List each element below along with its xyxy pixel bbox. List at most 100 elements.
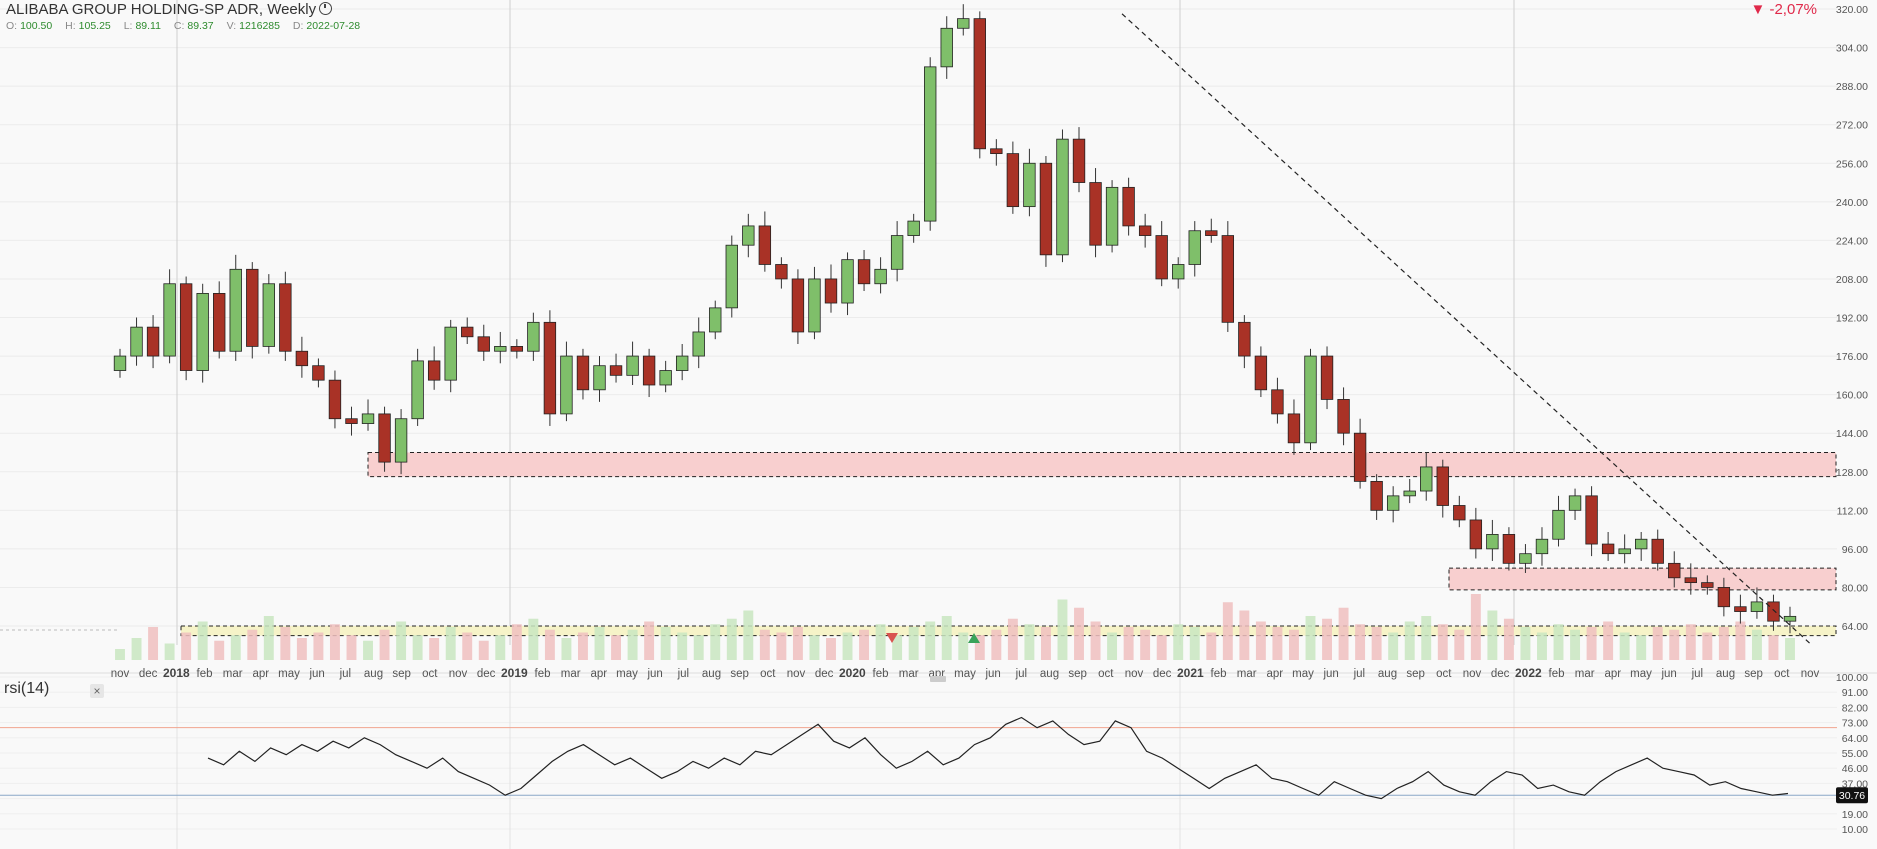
candle-body [1701,582,1714,588]
x-axis-label: aug [1716,668,1735,680]
candle [890,221,904,282]
volume-bar [1255,621,1266,660]
x-axis-label: nov [1125,668,1144,680]
x-axis-label: oct [422,668,438,680]
x-axis-label: oct [760,668,776,680]
volume-bar [842,632,853,660]
rsi-axis-label: 10.00 [1842,824,1868,836]
x-axis-label: jun [308,668,324,680]
candle-body [1519,553,1532,564]
volume-bar [313,632,324,660]
volume-bar [1636,635,1647,660]
candle-body [1734,606,1747,612]
candle-body [1039,162,1053,256]
candle-body [1105,186,1119,246]
candle [874,257,887,294]
x-axis-label: sep [392,668,411,680]
x-axis-label: jun [646,668,662,680]
rsi-axis-label: 19.00 [1842,809,1868,821]
candle [675,344,689,381]
candle-body [1122,186,1135,227]
candle [279,271,292,361]
volume-bar [677,632,688,660]
candle-body [229,268,242,352]
candle [659,360,672,393]
x-axis-label: mar [223,668,243,680]
ohlc-open-value: 100.50 [20,20,53,32]
candle [1221,221,1235,332]
volume-bar [1371,627,1382,660]
candle [527,312,540,361]
candle-body [1370,480,1383,511]
candle [692,317,705,369]
candle [791,269,805,345]
rsi-axis-label: 55.00 [1842,748,1868,760]
candle [1386,486,1400,523]
candle-body [295,350,309,367]
volume-bar [197,621,208,660]
ohlc-close-value: 89.37 [187,20,214,32]
x-axis-label: jun [1322,668,1338,680]
candle [229,254,242,361]
candle-body [1552,509,1565,540]
close-rsi-button[interactable]: × [90,684,104,698]
x-axis-label: dec [477,668,496,680]
candle-body [874,268,887,285]
candle-body [361,413,375,424]
x-axis-label: 2019 [501,666,528,680]
x-axis-label: sep [1744,668,1763,680]
candle-body [494,346,507,352]
candle-body [775,264,788,280]
volume-bar [1074,607,1084,660]
candle [113,348,127,378]
candle [295,336,309,378]
candle [841,252,854,316]
candle-body [758,225,772,265]
volume-bar [495,635,506,660]
candle [1717,577,1731,617]
volume-bar [1272,627,1283,660]
volume-bar [1586,627,1597,660]
volume-bar [1603,621,1614,660]
price-axis-label: 112.00 [1837,505,1868,517]
candle [1420,452,1433,501]
volume-bar [1206,632,1217,660]
x-axis-label: dec [139,668,158,680]
candle [1056,129,1069,263]
price-axis-label: 176.00 [1836,351,1868,363]
volume-bar [164,643,175,660]
candle-body [1155,235,1168,280]
candle-body [1436,466,1449,506]
candle-body [973,18,986,150]
x-axis-label: jun [984,668,1000,680]
x-axis-label: feb [535,668,551,680]
volume-bar [1520,627,1531,660]
candle [477,324,490,361]
candle-body [791,278,805,333]
volume-bar [991,629,1002,660]
candle-body [1767,601,1780,622]
x-axis-label: aug [1040,668,1059,680]
candle [593,356,606,402]
rsi-axis-label: 73.00 [1842,718,1868,730]
x-axis-label: jun [1660,668,1676,680]
candle-body [940,27,953,68]
x-axis-label: mar [899,668,919,680]
x-axis-label: apr [591,668,608,680]
volume-bar [908,627,919,660]
x-axis-label: nov [111,668,130,680]
candle-body [146,326,160,357]
candle-body [1238,321,1251,357]
volume-bar [1107,632,1118,660]
volume-bar [1669,629,1680,660]
volume-bar [379,629,390,660]
candle [1271,377,1284,424]
candle-body [1072,138,1086,183]
x-axis-label: sep [1068,668,1087,680]
support-zone [367,451,1837,478]
candle-body [1188,230,1201,265]
volume-bar [1553,624,1564,660]
candle [494,331,507,364]
volume-bar [1140,629,1151,660]
